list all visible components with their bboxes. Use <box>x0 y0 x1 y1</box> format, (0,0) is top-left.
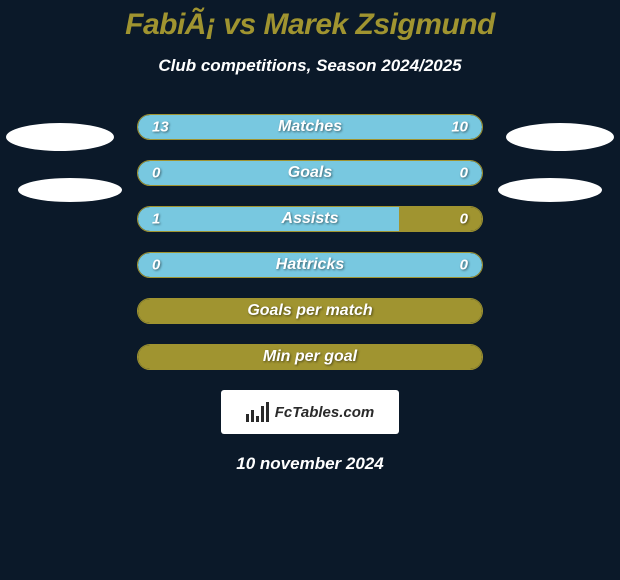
stat-bar-left <box>138 161 310 185</box>
stat-label: Goals <box>288 164 332 182</box>
stat-bar-right <box>399 207 482 231</box>
comparison-subtitle: Club competitions, Season 2024/2025 <box>0 56 620 76</box>
stat-label: Assists <box>282 210 339 228</box>
stat-value-left: 0 <box>152 257 160 274</box>
stat-label: Goals per match <box>247 302 372 320</box>
stat-row: 0 0 Goals <box>137 160 483 186</box>
stat-row: 0 0 Hattricks <box>137 252 483 278</box>
player-photo-right-top <box>506 123 614 151</box>
stat-value-left: 13 <box>152 119 169 136</box>
stat-label: Hattricks <box>276 256 344 274</box>
stat-bar-left <box>138 207 399 231</box>
stats-area: 1310Matches00Goals10Assists00HattricksGo… <box>0 114 620 370</box>
stat-value-right: 10 <box>451 119 468 136</box>
stat-value-left: 0 <box>152 165 160 182</box>
comparison-date: 10 november 2024 <box>0 454 620 474</box>
stat-value-right: 0 <box>460 211 468 228</box>
player-photo-left-top <box>6 123 114 151</box>
stat-value-left: 1 <box>152 211 160 228</box>
stat-label: Matches <box>278 118 342 136</box>
stat-value-right: 0 <box>460 257 468 274</box>
logo-text: FcTables.com <box>275 404 374 421</box>
chart-icon <box>246 402 269 422</box>
player-photo-right-bottom <box>498 178 602 202</box>
stat-label: Min per goal <box>263 348 357 366</box>
player-photo-left-bottom <box>18 178 122 202</box>
stat-row: 13 10 Matches <box>137 114 483 140</box>
fctables-logo: FcTables.com <box>221 390 399 434</box>
stat-row: Min per goal <box>137 344 483 370</box>
comparison-title: FabiÃ¡ vs Marek Zsigmund <box>0 8 620 42</box>
stat-row: Goals per match <box>137 298 483 324</box>
stat-bar-right <box>310 161 482 185</box>
stat-row: 1 0 Assists <box>137 206 483 232</box>
stat-value-right: 0 <box>460 165 468 182</box>
